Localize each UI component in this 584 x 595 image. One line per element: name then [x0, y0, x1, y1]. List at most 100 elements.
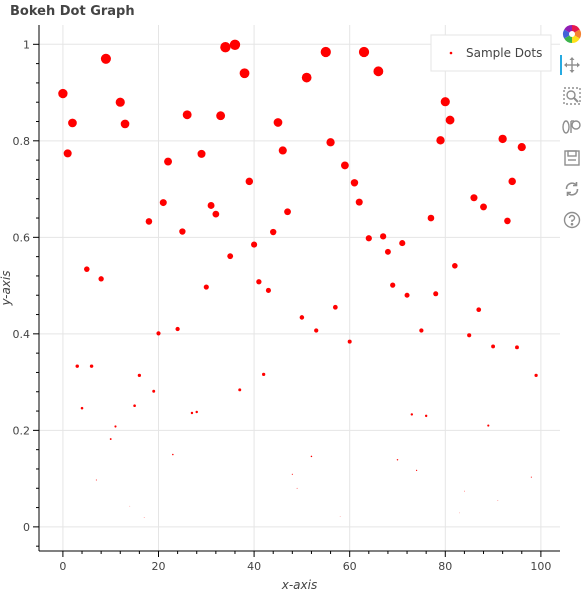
data-point: [332, 304, 338, 310]
data-point: [239, 68, 250, 79]
data-point: [197, 149, 206, 158]
data-point: [320, 46, 331, 58]
y-tick-label: 1: [23, 38, 30, 51]
reset-tool-icon[interactable]: [562, 179, 582, 199]
data-point: [182, 110, 192, 120]
bokeh-logo-icon[interactable]: [562, 24, 582, 44]
data-point: [220, 42, 231, 53]
data-point: [515, 345, 519, 350]
axes: 0 20 40 60 80 100 0 0.2 0.4 0.6 0.8 1 x-axis y-axis: [0, 25, 560, 592]
data-point: [299, 315, 305, 320]
data-point: [497, 500, 499, 501]
scatter-plot[interactable]: 0 20 40 60 80 100 0 0.2 0.4 0.6 0.8 1 x-axis y-axis S…: [0, 0, 560, 595]
data-point: [467, 333, 472, 338]
data-point: [491, 344, 496, 349]
data-point: [508, 177, 516, 186]
data-point: [410, 413, 414, 416]
data-point: [459, 512, 460, 514]
data-point: [291, 473, 293, 475]
data-point: [476, 307, 482, 313]
x-tick-label: 100: [530, 560, 551, 573]
data-point: [470, 194, 478, 202]
x-tick-label: 20: [151, 560, 165, 573]
data-point: [203, 284, 209, 290]
box-zoom-tool-icon[interactable]: [562, 86, 582, 106]
save-tool-icon[interactable]: [562, 148, 582, 168]
data-point: [80, 406, 84, 410]
data-points: [58, 39, 538, 519]
data-point: [350, 179, 359, 187]
data-point: [270, 228, 277, 236]
data-point: [326, 138, 335, 147]
data-point: [195, 410, 198, 414]
data-point: [164, 157, 172, 166]
data-point: [399, 240, 406, 247]
data-point: [245, 177, 254, 186]
x-tick-label: 40: [247, 560, 261, 573]
data-point: [251, 241, 258, 248]
data-point: [175, 326, 180, 332]
data-point: [347, 339, 352, 344]
data-point: [216, 111, 226, 121]
y-axis-label: y-axis: [0, 270, 13, 306]
data-point: [480, 203, 487, 211]
data-point: [341, 161, 349, 170]
y-tick-label: 0.8: [13, 135, 31, 148]
help-tool-icon[interactable]: [562, 210, 582, 230]
y-tick-label: 0: [23, 521, 30, 534]
data-point: [133, 404, 136, 408]
data-point: [498, 134, 507, 144]
data-point: [256, 279, 262, 285]
data-point: [137, 373, 142, 377]
data-point: [152, 389, 156, 393]
data-point: [415, 469, 418, 472]
data-point: [212, 210, 220, 218]
data-point: [227, 253, 234, 260]
data-point: [115, 97, 125, 107]
data-point: [278, 146, 287, 155]
data-point: [129, 505, 131, 507]
data-point: [384, 248, 391, 255]
data-point: [68, 118, 77, 128]
data-point: [229, 39, 241, 50]
data-point: [284, 208, 291, 216]
data-point: [419, 328, 424, 333]
data-point: [365, 235, 372, 242]
data-point: [424, 414, 428, 418]
wheel-zoom-tool-icon[interactable]: [562, 117, 582, 137]
data-point: [265, 287, 271, 293]
data-point: [207, 202, 215, 209]
data-point: [487, 424, 490, 427]
data-point: [301, 72, 312, 83]
legend-marker: [449, 51, 453, 55]
data-point: [530, 476, 532, 478]
data-point: [172, 453, 174, 456]
data-point: [145, 218, 153, 225]
x-tick-label: 0: [59, 560, 66, 573]
data-point: [427, 214, 435, 222]
toolbar: [560, 20, 584, 241]
data-point: [262, 372, 266, 377]
data-point: [404, 292, 410, 298]
data-point: [238, 388, 242, 392]
pan-tool-icon[interactable]: [560, 55, 582, 75]
data-point: [159, 199, 167, 207]
data-point: [433, 291, 439, 297]
data-point: [100, 53, 111, 64]
data-point: [63, 149, 72, 158]
y-tick-label: 0.4: [13, 328, 31, 341]
data-point: [355, 198, 363, 206]
data-point: [452, 262, 458, 269]
data-point: [179, 228, 186, 235]
data-point: [445, 115, 455, 125]
data-point: [143, 517, 145, 519]
data-point: [58, 88, 68, 99]
data-point: [396, 459, 399, 461]
data-point: [314, 328, 319, 333]
y-tick-label: 0.2: [13, 424, 31, 437]
data-point: [109, 438, 112, 440]
data-point: [436, 136, 445, 145]
data-point: [380, 233, 387, 240]
data-point: [517, 142, 526, 152]
x-tick-label: 80: [438, 560, 452, 573]
